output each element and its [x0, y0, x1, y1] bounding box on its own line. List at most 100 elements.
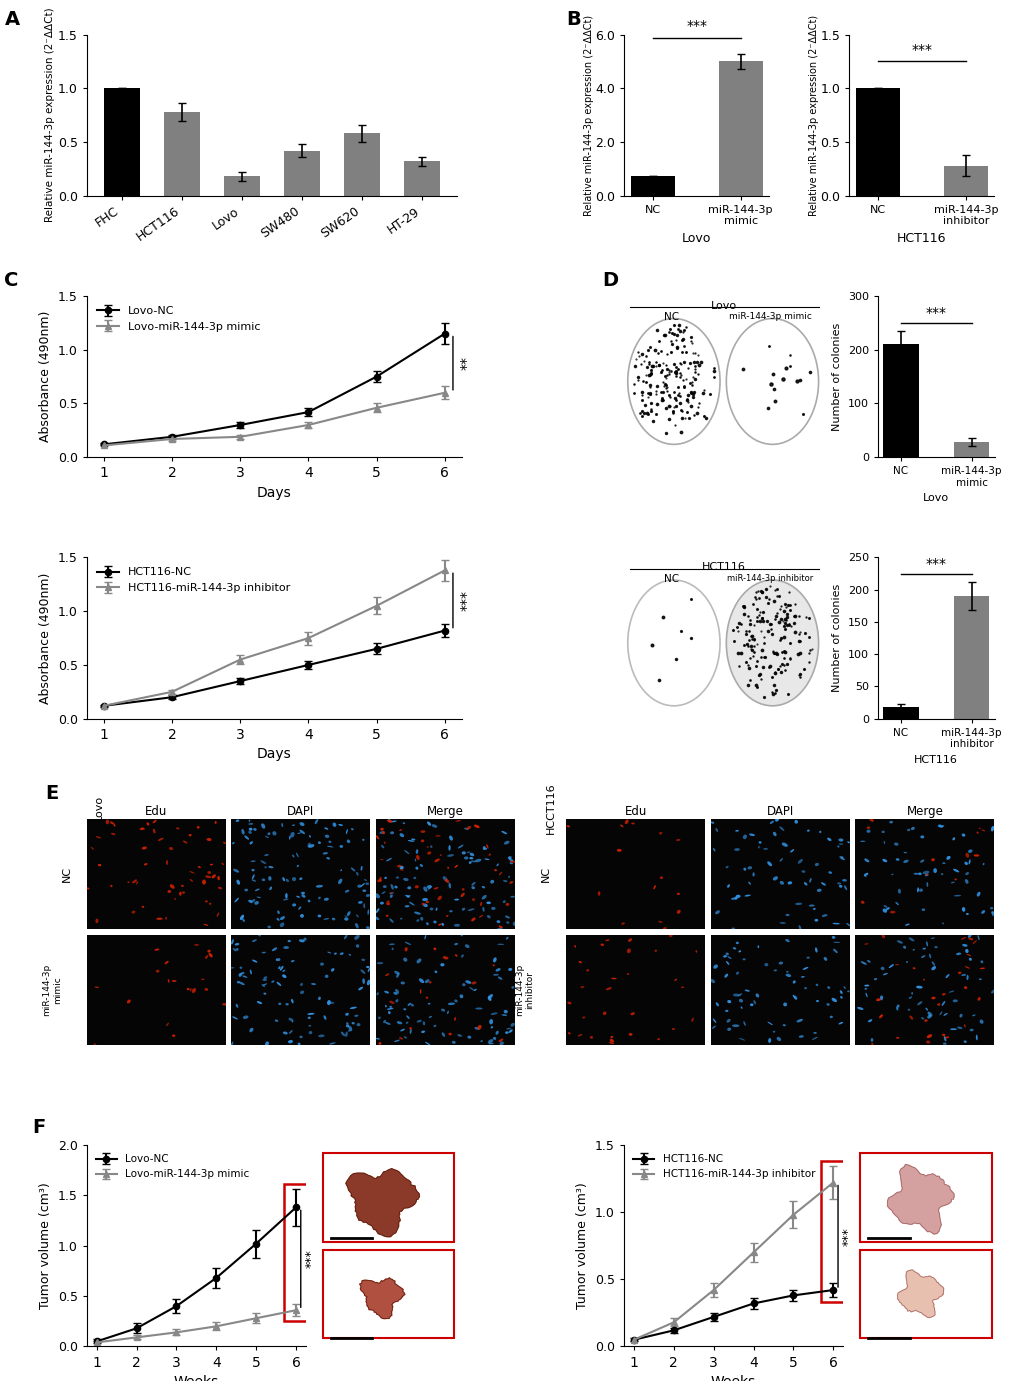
Ellipse shape — [233, 869, 238, 873]
Ellipse shape — [504, 916, 510, 918]
Polygon shape — [345, 1168, 419, 1237]
Ellipse shape — [933, 946, 936, 949]
Ellipse shape — [236, 981, 239, 983]
Ellipse shape — [423, 903, 427, 907]
Ellipse shape — [727, 884, 730, 888]
Ellipse shape — [287, 940, 290, 942]
Ellipse shape — [427, 822, 431, 826]
Ellipse shape — [382, 885, 386, 888]
Ellipse shape — [299, 939, 305, 942]
Ellipse shape — [263, 993, 266, 994]
Ellipse shape — [814, 863, 818, 866]
Ellipse shape — [140, 827, 144, 830]
Ellipse shape — [839, 885, 842, 888]
Ellipse shape — [815, 1000, 818, 1003]
Ellipse shape — [300, 990, 304, 994]
Ellipse shape — [503, 841, 510, 845]
Ellipse shape — [511, 986, 514, 989]
Ellipse shape — [916, 1001, 921, 1005]
Ellipse shape — [941, 1001, 945, 1005]
Ellipse shape — [433, 921, 436, 924]
Ellipse shape — [880, 830, 883, 833]
Ellipse shape — [424, 979, 429, 983]
Ellipse shape — [415, 859, 416, 862]
Ellipse shape — [926, 1012, 931, 1016]
Ellipse shape — [495, 968, 500, 972]
Ellipse shape — [250, 969, 252, 975]
Ellipse shape — [399, 1029, 405, 1032]
Ellipse shape — [863, 873, 867, 876]
Ellipse shape — [792, 994, 796, 1000]
Ellipse shape — [743, 1021, 745, 1026]
Ellipse shape — [318, 1034, 324, 1037]
Ellipse shape — [393, 992, 397, 994]
Ellipse shape — [727, 956, 731, 958]
Ellipse shape — [879, 967, 883, 971]
Ellipse shape — [909, 1015, 912, 1019]
Ellipse shape — [386, 1008, 393, 1010]
Bar — [104, 88, 140, 196]
Ellipse shape — [580, 986, 584, 987]
Ellipse shape — [726, 319, 818, 445]
Ellipse shape — [411, 1004, 414, 1007]
Ellipse shape — [248, 900, 252, 903]
Ellipse shape — [291, 903, 296, 906]
Ellipse shape — [403, 1008, 406, 1011]
Ellipse shape — [258, 935, 261, 936]
Ellipse shape — [919, 836, 923, 838]
Ellipse shape — [360, 969, 365, 974]
Ellipse shape — [888, 964, 893, 968]
Ellipse shape — [567, 1001, 571, 1004]
Ellipse shape — [300, 822, 305, 826]
Ellipse shape — [383, 1021, 386, 1023]
Ellipse shape — [941, 993, 945, 996]
Ellipse shape — [300, 914, 304, 918]
Ellipse shape — [243, 1015, 249, 1019]
Ellipse shape — [300, 1036, 303, 1039]
Ellipse shape — [358, 900, 363, 903]
Ellipse shape — [925, 882, 927, 887]
Ellipse shape — [605, 987, 611, 990]
Ellipse shape — [399, 918, 403, 920]
Text: NC: NC — [541, 866, 550, 882]
Ellipse shape — [501, 831, 506, 834]
Ellipse shape — [287, 1040, 292, 1043]
Ellipse shape — [808, 905, 814, 907]
Ellipse shape — [495, 1030, 498, 1034]
Ellipse shape — [110, 885, 112, 887]
Ellipse shape — [254, 900, 259, 905]
Ellipse shape — [301, 895, 306, 898]
Ellipse shape — [896, 1007, 898, 1011]
Ellipse shape — [435, 907, 437, 911]
Ellipse shape — [385, 974, 389, 976]
X-axis label: HCT116: HCT116 — [897, 232, 946, 244]
Ellipse shape — [812, 1032, 816, 1034]
Ellipse shape — [479, 916, 483, 918]
Ellipse shape — [433, 887, 438, 889]
Ellipse shape — [930, 858, 934, 862]
Ellipse shape — [905, 961, 907, 963]
Ellipse shape — [910, 827, 914, 830]
Ellipse shape — [990, 989, 995, 993]
Ellipse shape — [393, 971, 398, 975]
Ellipse shape — [395, 877, 398, 878]
Ellipse shape — [239, 914, 244, 920]
Ellipse shape — [735, 972, 739, 975]
Ellipse shape — [166, 860, 168, 865]
Ellipse shape — [317, 914, 321, 917]
Ellipse shape — [376, 909, 379, 913]
Ellipse shape — [190, 989, 192, 992]
Ellipse shape — [221, 863, 224, 865]
Ellipse shape — [434, 971, 437, 974]
Ellipse shape — [800, 976, 804, 978]
Ellipse shape — [301, 892, 303, 894]
Ellipse shape — [753, 1000, 755, 1004]
Ellipse shape — [332, 823, 336, 827]
Ellipse shape — [440, 1008, 444, 1012]
X-axis label: Lovo: Lovo — [682, 232, 710, 244]
Ellipse shape — [803, 987, 806, 989]
Ellipse shape — [616, 849, 621, 852]
Ellipse shape — [451, 1041, 455, 1044]
Ellipse shape — [967, 934, 971, 938]
Ellipse shape — [281, 823, 283, 827]
